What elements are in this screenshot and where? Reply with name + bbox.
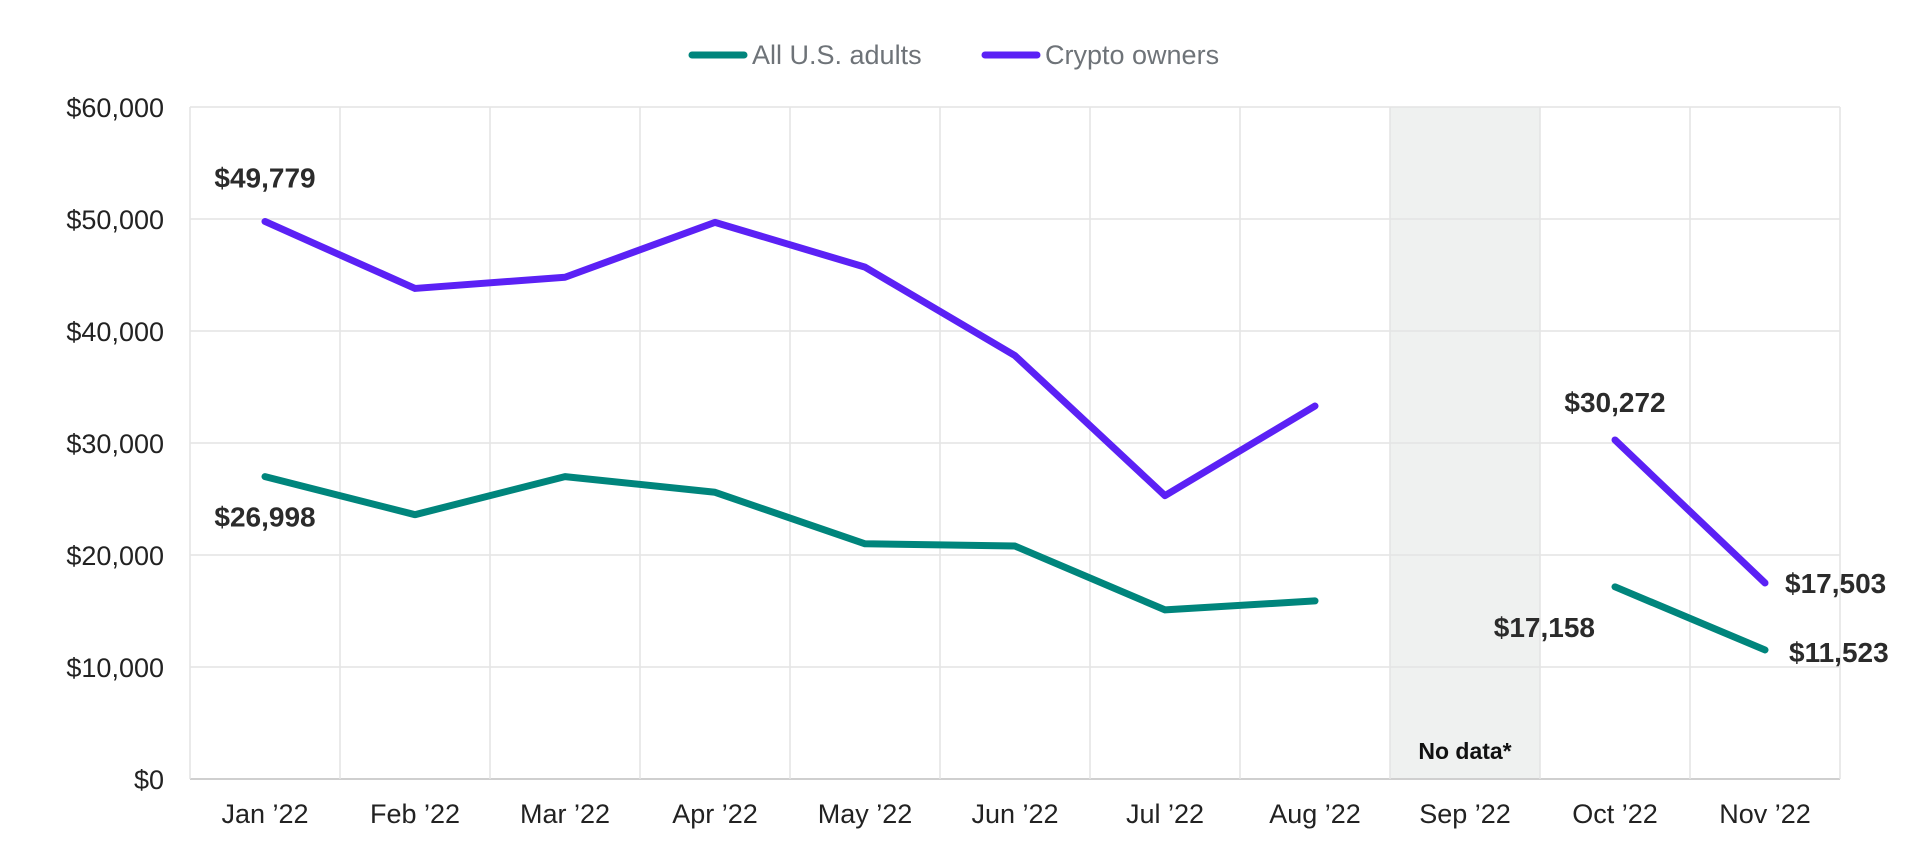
data-label: $30,272 <box>1564 387 1665 418</box>
grid <box>189 106 1841 780</box>
data-label: $17,503 <box>1785 568 1886 599</box>
data-label: $26,998 <box>214 502 315 533</box>
y-tick-label: $20,000 <box>66 541 164 571</box>
series-line-0 <box>261 473 1319 614</box>
x-tick-label: Aug ’22 <box>1269 799 1361 829</box>
y-tick-label: $50,000 <box>66 205 164 235</box>
x-tick-label: May ’22 <box>818 799 913 829</box>
data-labels: $49,779 $26,998 $30,272 $17,158 $17,503 $11,5… <box>214 162 1888 667</box>
data-label: $11,523 <box>1789 637 1889 668</box>
y-tick-label: $10,000 <box>66 653 164 683</box>
legend-label: Crypto owners <box>1045 40 1219 70</box>
legend-label: All U.S. adults <box>752 40 922 70</box>
series-line-1 <box>1611 436 1769 587</box>
y-tick-label: $30,000 <box>66 429 164 459</box>
legend: All U.S. adults Crypto owners <box>688 40 1219 70</box>
x-tick-label: Apr ’22 <box>672 799 758 829</box>
y-axis: $0 $10,000 $20,000 $30,000 $40,000 $50,000 $60… <box>66 93 164 795</box>
x-tick-label: Nov ’22 <box>1719 799 1811 829</box>
x-tick-label: Mar ’22 <box>520 799 610 829</box>
x-axis: Jan ’22 Feb ’22 Mar ’22 Apr ’22 May ’22 Jun ’… <box>221 799 1810 829</box>
data-label: $17,158 <box>1494 612 1595 643</box>
x-tick-label: Jul ’22 <box>1126 799 1204 829</box>
x-tick-label: Jun ’22 <box>971 799 1058 829</box>
y-tick-label: $40,000 <box>66 317 164 347</box>
x-tick-label: Jan ’22 <box>221 799 308 829</box>
x-tick-label: Sep ’22 <box>1419 799 1511 829</box>
y-tick-label: $0 <box>134 765 164 795</box>
series-lines <box>261 217 1769 654</box>
x-tick-label: Feb ’22 <box>370 799 460 829</box>
series-line-0 <box>1611 583 1769 654</box>
data-label: $49,779 <box>214 162 315 193</box>
x-tick-label: Oct ’22 <box>1572 799 1658 829</box>
y-tick-label: $60,000 <box>66 93 164 123</box>
series-line-1 <box>261 217 1319 500</box>
no-data-label: No data* <box>1418 738 1511 764</box>
